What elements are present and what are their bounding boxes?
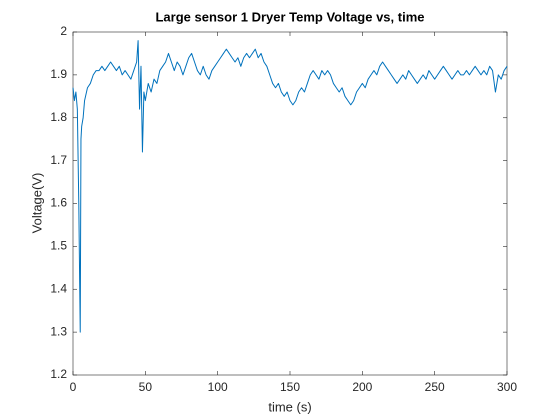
x-tick-label: 0: [70, 380, 77, 394]
y-tick-label: 1.6: [50, 196, 67, 210]
y-axis-label: Voltage(V): [29, 173, 44, 234]
y-tick-label: 1.9: [50, 67, 67, 81]
y-tick-label: 1.2: [50, 367, 67, 381]
chart-title: Large sensor 1 Dryer Temp Voltage vs, ti…: [155, 9, 424, 24]
x-tick-label: 200: [352, 380, 372, 394]
data-line: [72, 40, 508, 333]
y-tick-label: 1.4: [50, 281, 67, 295]
y-tick-label: 1.7: [50, 153, 67, 167]
x-tick-label: 150: [280, 380, 300, 394]
y-tick-label: 1.5: [50, 239, 67, 253]
y-tick-label: 2: [60, 24, 67, 38]
x-axis-label: time (s): [268, 399, 311, 414]
x-tick-label: 50: [139, 380, 153, 394]
x-tick-label: 300: [497, 380, 517, 394]
x-tick-label: 250: [425, 380, 445, 394]
y-tick-label: 1.3: [50, 324, 67, 338]
y-tick-label: 1.8: [50, 110, 67, 124]
axes-box: [72, 31, 508, 376]
x-tick-label: 100: [208, 380, 228, 394]
